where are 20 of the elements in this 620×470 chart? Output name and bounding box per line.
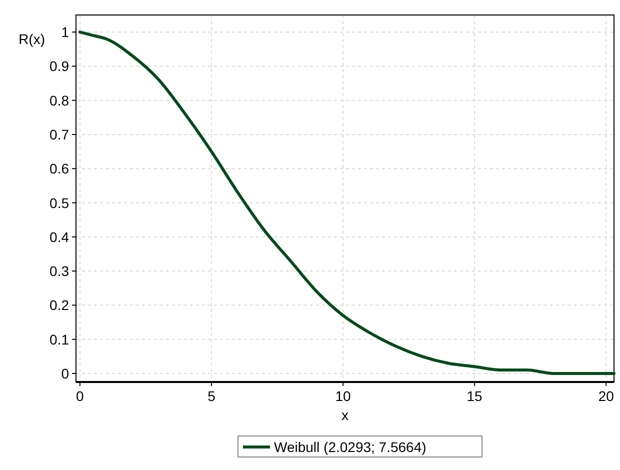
y-tick-label: 0.3 — [50, 263, 70, 280]
y-tick-label: 0.7 — [50, 126, 70, 142]
y-tick-label: 0.9 — [50, 58, 70, 74]
x-tick-label: 15 — [466, 388, 483, 404]
y-tick-label: 0 — [61, 365, 70, 382]
x-tick-label: 5 — [208, 388, 216, 404]
x-tick-label: 10 — [335, 388, 352, 404]
y-tick-label: 0.1 — [50, 331, 70, 348]
y-tick-label: 0.2 — [50, 297, 70, 314]
y-tick-label: 0.4 — [50, 228, 70, 245]
y-tick-label: 0.5 — [50, 194, 70, 211]
y-tick-label: 1 — [61, 24, 70, 40]
y-tick-label: 0.6 — [50, 160, 70, 177]
y-axis-title: R(x) — [18, 31, 45, 47]
x-tick-label: 0 — [76, 388, 84, 404]
y-tick-label: 0.8 — [50, 92, 70, 108]
x-axis-title: x — [342, 407, 348, 423]
legend-label: Weibull (2.0293; 7.5664) — [274, 439, 426, 455]
line-series — [78, 30, 616, 375]
x-tick-label: 20 — [598, 388, 614, 404]
